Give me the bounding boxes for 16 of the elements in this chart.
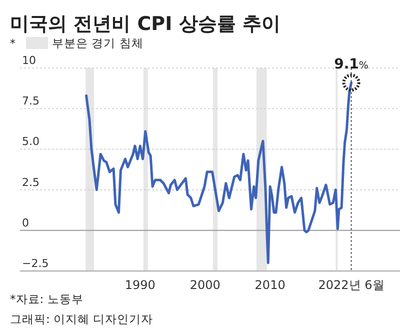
y-tick-label: 7.5 xyxy=(22,94,40,108)
x-tick-label: 2022년 6월 xyxy=(318,278,384,292)
legend-title: * xyxy=(10,37,16,50)
y-tick-label: −2.5 xyxy=(22,257,49,270)
chart-title: 미국의 전년비 CPI 상승률 추이 xyxy=(10,13,280,35)
x-tick-label: 1990 xyxy=(124,278,156,292)
text: 그래픽: 이지혜 디자인기자 xyxy=(10,312,154,326)
annotation: 9.1% xyxy=(334,56,368,73)
text: *자료: 노동부 xyxy=(10,292,84,306)
y-tick-label: 10 xyxy=(22,54,36,67)
y-tick-label: 2.5 xyxy=(22,176,40,189)
y-tick-label: 5.0 xyxy=(22,135,40,148)
x-tick-label: 2000 xyxy=(190,278,220,292)
x-tick-label: 2010 xyxy=(254,278,286,292)
band-label: 부분은 경기 침체 xyxy=(52,36,144,50)
y-tick-label: 0 xyxy=(22,216,29,230)
